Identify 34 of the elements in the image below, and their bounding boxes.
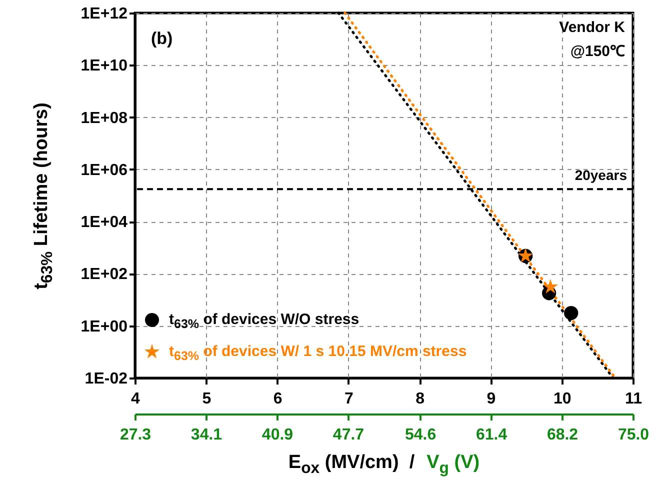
y-tick-label: 1E+06	[80, 162, 128, 179]
y-tick-label: 1E-02	[84, 370, 128, 388]
y-tick-label: 1E+08	[80, 110, 128, 127]
point	[542, 278, 558, 294]
x-tick-label: 5	[202, 390, 212, 408]
annotation: Vendor K	[559, 19, 625, 36]
x-tick-label: 8	[416, 390, 425, 408]
x2-tick-label: 68.2	[546, 426, 578, 444]
x2-axis-title: V$_{g}$ (V)	[426, 452, 480, 477]
x-tick-label: 6	[273, 390, 282, 408]
x2-tick-label: 47.7	[332, 426, 364, 444]
x-tick-label: 9	[486, 390, 496, 408]
y-tick-label: 1E+04	[80, 214, 128, 232]
x2-tick-label: 61.4	[476, 426, 508, 444]
x-tick-label: 10	[553, 390, 572, 408]
legend-label: t$_{63%}$ of devices W/ 1 s 10.15 MV/cm stress	[169, 343, 467, 363]
annotation: (b)	[151, 29, 173, 49]
annotation: @150℃	[570, 42, 625, 60]
x2-tick-label: 75.0	[618, 426, 650, 444]
x-axis-title: E$_{ox}$ (MV/cm) /	[288, 452, 415, 477]
x-tick-label: 11	[625, 390, 642, 408]
legend-label: t$_{63%}$ of devices W/O stress	[169, 311, 360, 331]
x2-tick-label: 27.3	[120, 426, 152, 444]
point	[564, 306, 578, 320]
ref-line-label: 20years	[574, 167, 628, 184]
x2-tick-label: 34.1	[190, 426, 222, 444]
y-tick-label: 1E+02	[80, 266, 128, 284]
y-tick-label: 1E+12	[80, 6, 128, 22]
x-tick-label: 7	[344, 390, 354, 408]
x2-tick-label: 54.6	[404, 426, 436, 444]
x2-tick-label: 40.9	[262, 426, 294, 444]
x-tick-label: 4	[131, 390, 140, 408]
y-tick-label: 1E+00	[80, 318, 128, 336]
y-tick-label: 1E+10	[80, 58, 128, 75]
